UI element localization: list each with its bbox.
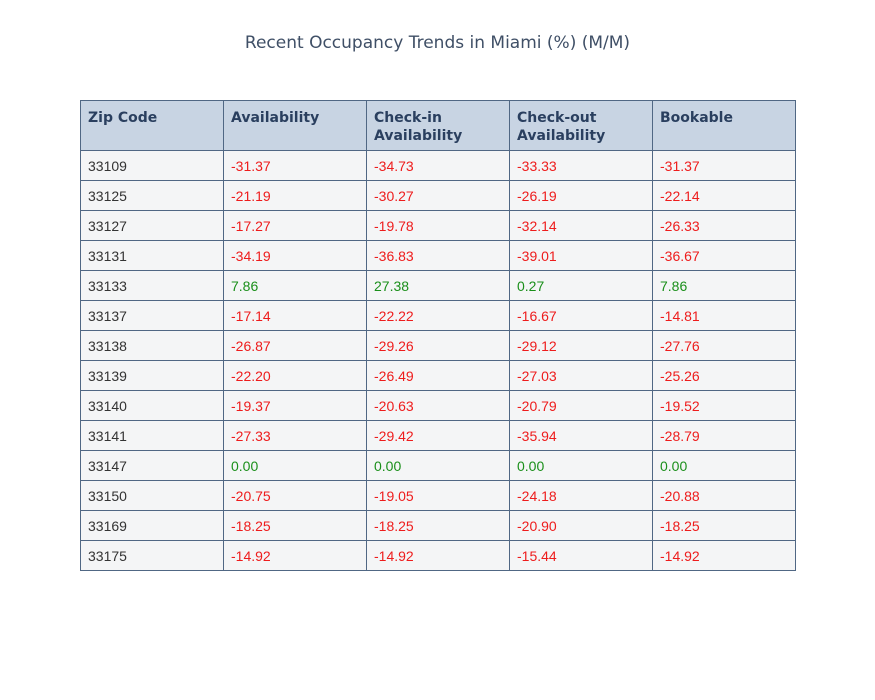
cell-check-out-availability: -16.67	[509, 300, 653, 331]
cell-check-out-availability: 0.27	[509, 270, 653, 301]
table-row: 33109 -31.37 -34.73 -33.33 -31.37	[80, 150, 796, 181]
cell-bookable: -22.14	[652, 180, 796, 211]
header-availability: Availability	[223, 100, 367, 151]
cell-availability: -22.20	[223, 360, 367, 391]
cell-check-out-availability: -15.44	[509, 540, 653, 571]
cell-check-in-availability: -14.92	[366, 540, 510, 571]
cell-bookable: 7.86	[652, 270, 796, 301]
cell-check-in-availability: -30.27	[366, 180, 510, 211]
table-row: 33169 -18.25 -18.25 -20.90 -18.25	[80, 510, 796, 541]
table-row: 33175 -14.92 -14.92 -15.44 -14.92	[80, 540, 796, 571]
cell-check-in-availability: -26.49	[366, 360, 510, 391]
cell-bookable: -25.26	[652, 360, 796, 391]
cell-check-out-availability: -33.33	[509, 150, 653, 181]
cell-check-out-availability: -39.01	[509, 240, 653, 271]
table-row: 33140 -19.37 -20.63 -20.79 -19.52	[80, 390, 796, 421]
cell-check-in-availability: -34.73	[366, 150, 510, 181]
cell-availability: 0.00	[223, 450, 367, 481]
cell-check-in-availability: -29.26	[366, 330, 510, 361]
cell-check-in-availability: -19.05	[366, 480, 510, 511]
cell-zip-code: 33137	[80, 300, 224, 331]
cell-zip-code: 33125	[80, 180, 224, 211]
cell-bookable: -26.33	[652, 210, 796, 241]
header-bookable: Bookable	[652, 100, 796, 151]
cell-check-out-availability: 0.00	[509, 450, 653, 481]
cell-zip-code: 33141	[80, 420, 224, 451]
table-row: 33125 -21.19 -30.27 -26.19 -22.14	[80, 180, 796, 211]
cell-check-in-availability: 0.00	[366, 450, 510, 481]
chart-title: Recent Occupancy Trends in Miami (%) (M/…	[244, 33, 631, 53]
cell-check-out-availability: -20.79	[509, 390, 653, 421]
cell-bookable: -14.92	[652, 540, 796, 571]
table-row: 33138 -26.87 -29.26 -29.12 -27.76	[80, 330, 796, 361]
cell-bookable: -36.67	[652, 240, 796, 271]
table-row: 33141 -27.33 -29.42 -35.94 -28.79	[80, 420, 796, 451]
table-row: 33131 -34.19 -36.83 -39.01 -36.67	[80, 240, 796, 271]
cell-zip-code: 33109	[80, 150, 224, 181]
cell-bookable: -20.88	[652, 480, 796, 511]
cell-zip-code: 33138	[80, 330, 224, 361]
cell-zip-code: 33133	[80, 270, 224, 301]
cell-bookable: 0.00	[652, 450, 796, 481]
header-check-in-availability: Check-in Availability	[366, 100, 510, 151]
cell-availability: -34.19	[223, 240, 367, 271]
table-row: 33133 7.86 27.38 0.27 7.86	[80, 270, 796, 301]
cell-bookable: -28.79	[652, 420, 796, 451]
header-row: Zip Code Availability Check-in Availabil…	[80, 100, 796, 151]
cell-zip-code: 33140	[80, 390, 224, 421]
cell-zip-code: 33147	[80, 450, 224, 481]
cell-bookable: -18.25	[652, 510, 796, 541]
cell-availability: -21.19	[223, 180, 367, 211]
cell-bookable: -31.37	[652, 150, 796, 181]
cell-zip-code: 33175	[80, 540, 224, 571]
cell-bookable: -27.76	[652, 330, 796, 361]
table-row: 33137 -17.14 -22.22 -16.67 -14.81	[80, 300, 796, 331]
cell-availability: -20.75	[223, 480, 367, 511]
header-zip-code: Zip Code	[80, 100, 224, 151]
table-row: 33150 -20.75 -19.05 -24.18 -20.88	[80, 480, 796, 511]
cell-zip-code: 33169	[80, 510, 224, 541]
cell-availability: -26.87	[223, 330, 367, 361]
cell-availability: -14.92	[223, 540, 367, 571]
cell-check-out-availability: -24.18	[509, 480, 653, 511]
cell-availability: -17.14	[223, 300, 367, 331]
cell-availability: -27.33	[223, 420, 367, 451]
cell-check-out-availability: -26.19	[509, 180, 653, 211]
cell-check-in-availability: -36.83	[366, 240, 510, 271]
cell-check-out-availability: -20.90	[509, 510, 653, 541]
cell-availability: -18.25	[223, 510, 367, 541]
cell-check-in-availability: -22.22	[366, 300, 510, 331]
cell-check-out-availability: -32.14	[509, 210, 653, 241]
cell-check-in-availability: -29.42	[366, 420, 510, 451]
cell-availability: 7.86	[223, 270, 367, 301]
table-body: 33109 -31.37 -34.73 -33.33 -31.37 33125 -21.19…	[80, 150, 796, 571]
cell-availability: -17.27	[223, 210, 367, 241]
cell-zip-code: 33127	[80, 210, 224, 241]
cell-zip-code: 33131	[80, 240, 224, 271]
cell-check-in-availability: 27.38	[366, 270, 510, 301]
cell-zip-code: 33139	[80, 360, 224, 391]
cell-availability: -19.37	[223, 390, 367, 421]
cell-check-out-availability: -27.03	[509, 360, 653, 391]
cell-zip-code: 33150	[80, 480, 224, 511]
cell-bookable: -19.52	[652, 390, 796, 421]
occupancy-table: Zip Code Availability Check-in Availabil…	[80, 100, 796, 571]
cell-check-in-availability: -18.25	[366, 510, 510, 541]
cell-check-out-availability: -35.94	[509, 420, 653, 451]
table-row: 33127 -17.27 -19.78 -32.14 -26.33	[80, 210, 796, 241]
header-check-out-availability: Check-out Availability	[509, 100, 653, 151]
cell-check-out-availability: -29.12	[509, 330, 653, 361]
table-row: 33147 0.00 0.00 0.00 0.00	[80, 450, 796, 481]
table-row: 33139 -22.20 -26.49 -27.03 -25.26	[80, 360, 796, 391]
cell-check-in-availability: -20.63	[366, 390, 510, 421]
cell-availability: -31.37	[223, 150, 367, 181]
cell-bookable: -14.81	[652, 300, 796, 331]
cell-check-in-availability: -19.78	[366, 210, 510, 241]
